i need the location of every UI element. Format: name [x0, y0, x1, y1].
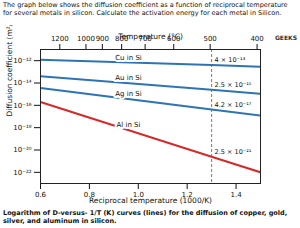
svg-text:Ag in Si: Ag in Si [115, 90, 142, 98]
svg-text:Reciprocal temperature (1000/K: Reciprocal temperature (1000/K) [89, 196, 212, 205]
html-text:The graph below shows the diff: The graph below shows the diffusion coef… [3, 1, 288, 17]
svg-text:2.5 × 10⁻²¹: 2.5 × 10⁻²¹ [215, 148, 252, 156]
svg-text:Diffusion coefficient (m²/s): Diffusion coefficient (m²/s) [5, 25, 14, 117]
svg-text:Al in Si: Al in Si [117, 121, 141, 129]
svg-text:0.6: 0.6 [35, 191, 47, 199]
svg-text:Cu in Si: Cu in Si [115, 54, 142, 62]
svg-text:1200: 1200 [51, 35, 69, 43]
svg-text:10⁻¹⁸: 10⁻¹⁸ [13, 124, 31, 132]
svg-text:4 × 10⁻¹³: 4 × 10⁻¹³ [215, 56, 246, 64]
svg-text:1.4: 1.4 [230, 191, 242, 199]
svg-text:Au in Si: Au in Si [115, 74, 142, 82]
svg-text:10⁻²²: 10⁻²² [13, 169, 31, 177]
svg-text:10⁻¹²: 10⁻¹² [13, 57, 31, 65]
svg-text:400: 400 [250, 35, 263, 43]
svg-text:500: 500 [203, 35, 216, 43]
html-text:GEEKS: GEEKS [274, 34, 297, 41]
svg-text:10⁻¹⁴: 10⁻¹⁴ [13, 79, 31, 87]
svg-text:4.2 × 10⁻¹⁷: 4.2 × 10⁻¹⁷ [215, 101, 252, 109]
html-text:Logarithm of D-versus- 1/T (K): Logarithm of D-versus- 1/T (K) curves (l… [3, 209, 288, 225]
svg-text:900: 900 [96, 35, 109, 43]
svg-text:Temperature (°C): Temperature (°C) [117, 32, 183, 41]
svg-text:2.5 × 10⁻¹⁵: 2.5 × 10⁻¹⁵ [215, 81, 252, 89]
svg-text:10⁻²⁰: 10⁻²⁰ [13, 146, 31, 154]
svg-text:10⁻¹⁶: 10⁻¹⁶ [13, 102, 31, 110]
svg-text:1000: 1000 [77, 35, 95, 43]
